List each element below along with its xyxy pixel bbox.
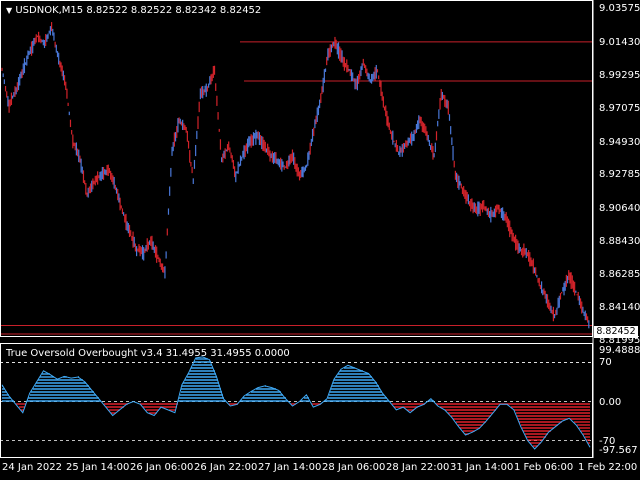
time-tick-label: 26 Jan 22:00 xyxy=(194,462,258,473)
time-tick-label: 26 Jan 06:00 xyxy=(130,462,194,473)
time-tick-label: 28 Jan 06:00 xyxy=(322,462,386,473)
price-tick-label: 8.97075 xyxy=(599,103,640,114)
chevron-down-icon[interactable]: ▼ xyxy=(6,6,13,15)
oscillator-tick-label: 99.4888 xyxy=(599,345,640,356)
time-tick-label: 31 Jan 14:00 xyxy=(450,462,514,473)
time-tick-label: 28 Jan 22:00 xyxy=(386,462,450,473)
oscillator-tick-label: -70 xyxy=(599,436,616,447)
time-tick-label: 1 Feb 06:00 xyxy=(514,462,574,473)
time-tick-label: 27 Jan 14:00 xyxy=(258,462,322,473)
current-price-label: 8.82452 xyxy=(594,326,638,338)
symbol-header[interactable]: ▼ USDNOK,M15 8.82522 8.82522 8.82342 8.8… xyxy=(6,5,261,17)
price-tick-label: 8.94930 xyxy=(599,137,640,148)
oscillator-line xyxy=(1,356,591,450)
price-tick-label: 8.99295 xyxy=(599,70,640,81)
oscillator-tick-label: 70 xyxy=(599,357,612,368)
price-tick-label: 8.81995 xyxy=(599,335,640,346)
oscillator-tick-label: 0.00 xyxy=(599,397,622,408)
indicator-title: True Oversold Overbought v3.4 31.4955 31… xyxy=(6,348,290,359)
time-tick-label: 24 Jan 2022 xyxy=(2,462,62,473)
oscillator-tick-label: -97.567 xyxy=(599,445,638,456)
price-tick-label: 8.92785 xyxy=(599,169,640,180)
time-tick-label: 1 Feb 22:00 xyxy=(578,462,638,473)
price-panel[interactable] xyxy=(0,22,592,335)
time-tick-label: 25 Jan 14:00 xyxy=(66,462,130,473)
oscillator-panel[interactable] xyxy=(0,356,592,450)
price-tick-label: 9.03575 xyxy=(599,3,640,14)
price-tick-label: 9.01430 xyxy=(599,37,640,48)
symbol-quote-text: USDNOK,M15 8.82522 8.82522 8.82342 8.824… xyxy=(15,5,262,16)
price-tick-label: 8.86285 xyxy=(599,269,640,280)
price-tick-label: 8.84140 xyxy=(599,302,640,313)
price-tick-label: 8.88430 xyxy=(599,236,640,247)
price-tick-label: 8.90640 xyxy=(599,203,640,214)
